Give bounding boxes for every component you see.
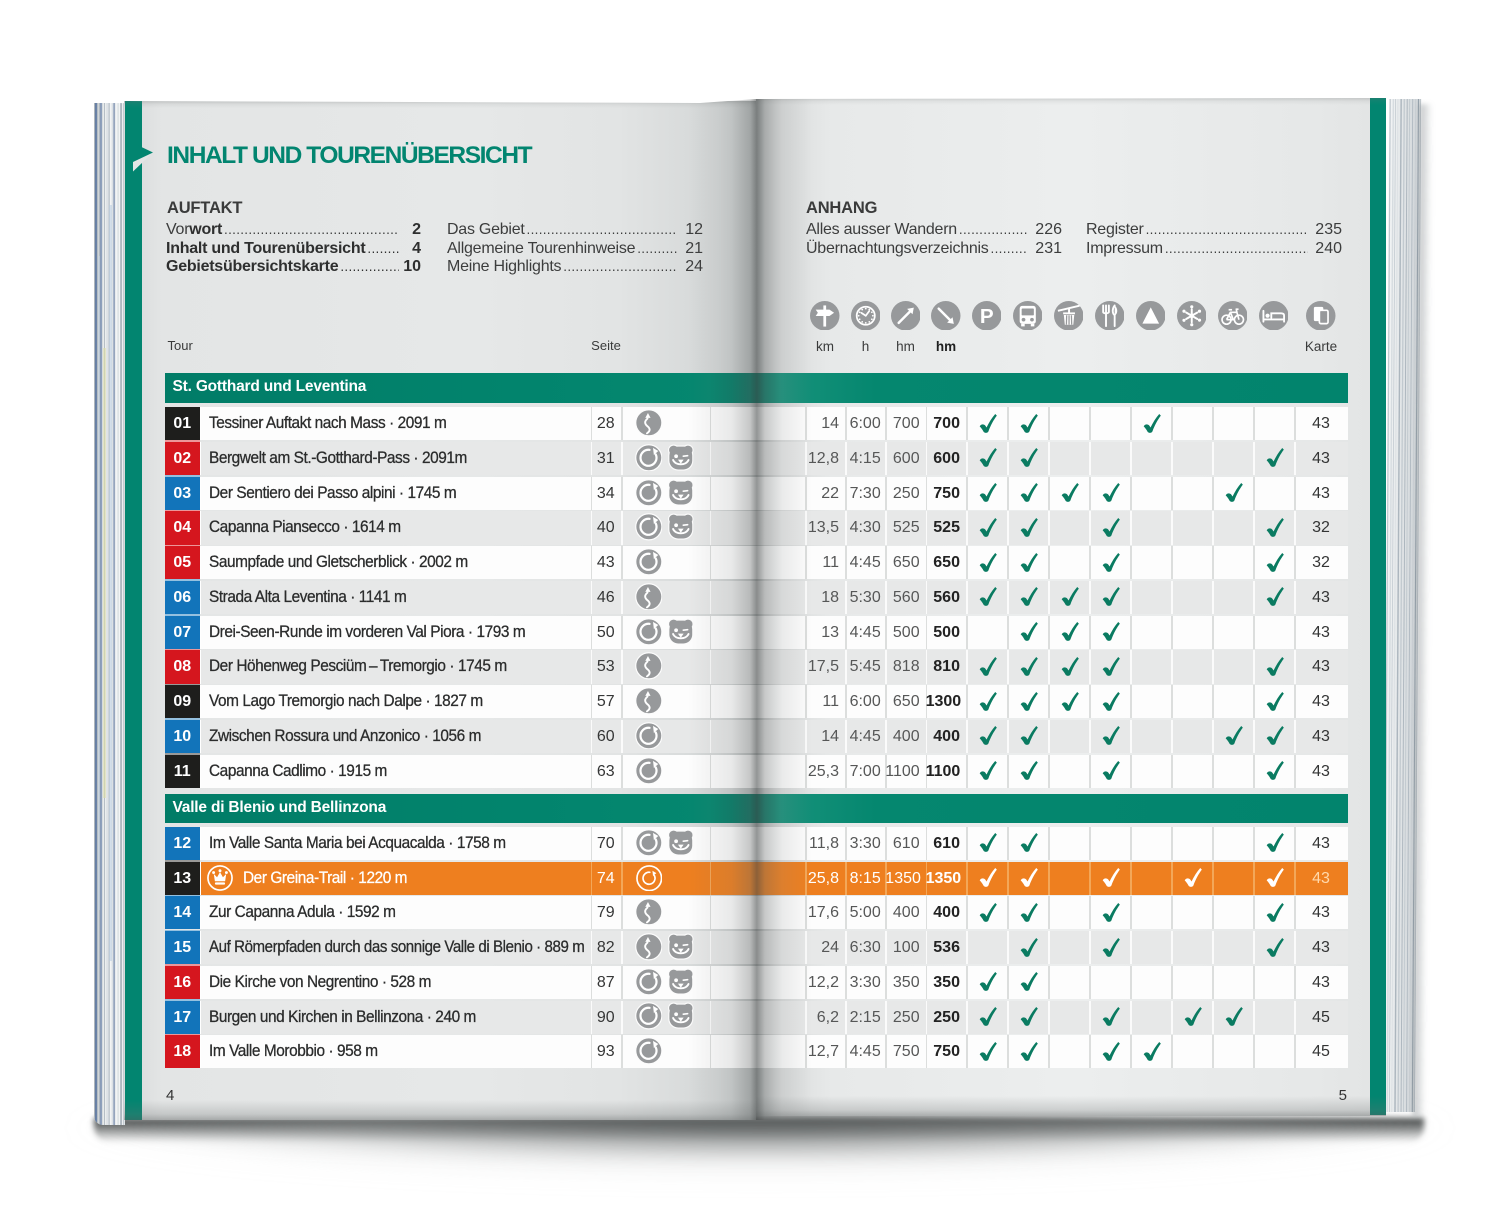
svg-text:P: P bbox=[980, 305, 994, 328]
